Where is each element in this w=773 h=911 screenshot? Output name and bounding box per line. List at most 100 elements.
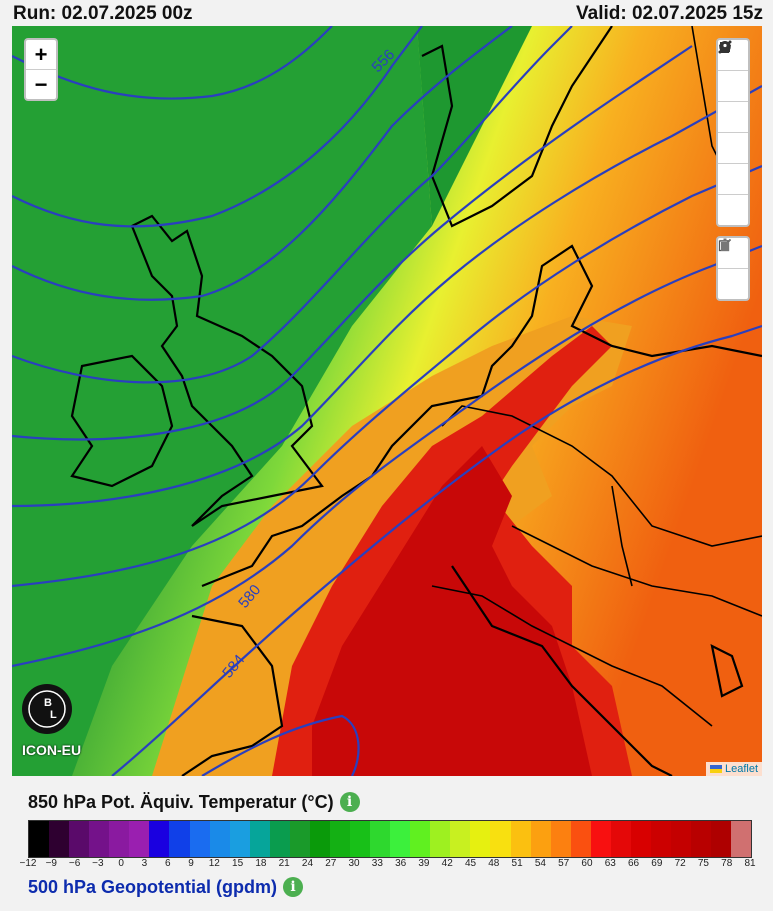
tick-label: 39 [418, 858, 430, 869]
tick-label: 3 [141, 858, 148, 869]
color-scale [28, 820, 752, 858]
svg-text:B: B [44, 697, 52, 709]
tick-label: 12 [208, 858, 220, 869]
circlemarker-icon[interactable] [718, 41, 748, 225]
tick-label: 69 [651, 858, 663, 869]
svg-text:L: L [50, 709, 57, 721]
tick-label: 18 [255, 858, 267, 869]
color-swatch [350, 821, 371, 857]
tick-label: 81 [744, 858, 756, 869]
circle-icon[interactable] [718, 41, 748, 163]
tick-label: 30 [348, 858, 360, 869]
color-swatch [650, 821, 671, 857]
flag-icon [709, 765, 722, 773]
color-swatch [630, 821, 651, 857]
marker-icon[interactable] [718, 41, 748, 194]
valid-time: Valid: 02.07.2025 15z [576, 3, 763, 24]
color-swatch [49, 821, 70, 857]
legend-subtitle: 500 hPa Geopotential (gpdm) i [28, 877, 304, 898]
color-swatch [430, 821, 451, 857]
trash-icon[interactable] [718, 238, 748, 299]
legend-title: 850 hPa Pot. Äquiv. Temperatur (°C) i [28, 792, 360, 813]
tick-label: 42 [441, 858, 453, 869]
rectangle-icon[interactable] [718, 42, 748, 132]
header: Run: 02.07.2025 00z Valid: 02.07.2025 15… [0, 0, 773, 26]
color-swatch [470, 821, 491, 857]
color-swatch [169, 821, 190, 857]
run-time: Run: 02.07.2025 00z [13, 3, 193, 24]
tick-label: 24 [301, 858, 314, 869]
color-swatch [109, 821, 130, 857]
tick-label: 36 [395, 858, 407, 869]
color-swatch [329, 821, 350, 857]
color-swatch [249, 821, 270, 857]
tick-label: −3 [92, 858, 104, 869]
color-scale-ticks: −12 −9 −6 −3 0 3 6 9 12 15 18 21 24 27 30 33 36 39 42 45 48 5… [0, 858, 773, 872]
color-swatch [671, 821, 692, 857]
color-swatch [590, 821, 611, 857]
color-swatch [711, 821, 732, 857]
tick-label: 54 [534, 858, 546, 869]
cool-airmass [12, 26, 432, 776]
color-swatch [410, 821, 431, 857]
color-swatch [69, 821, 90, 857]
tick-label: 72 [674, 858, 686, 869]
color-swatch [610, 821, 631, 857]
tick-label: 75 [697, 858, 709, 869]
tick-label: 60 [581, 858, 593, 869]
info-icon[interactable]: i [339, 792, 360, 812]
color-swatch [390, 821, 411, 857]
draw-toolbar [716, 38, 750, 227]
color-swatch [149, 821, 170, 857]
color-swatch [289, 821, 310, 857]
color-swatch [189, 821, 210, 857]
coastlines [70, 26, 762, 776]
zoom-in-button[interactable]: + [34, 42, 48, 67]
color-swatch [309, 821, 330, 857]
color-swatch [550, 821, 571, 857]
tick-label: 27 [325, 858, 337, 869]
color-swatch [450, 821, 471, 857]
color-swatch [89, 821, 110, 857]
color-swatch [570, 821, 591, 857]
tick-label: 66 [627, 858, 640, 869]
weather-map[interactable]: 556 580 584 + − B L ICON-EU Leaflet [12, 26, 762, 776]
tick-label: −9 [45, 858, 57, 869]
tick-label: −6 [68, 858, 81, 869]
color-swatch [731, 821, 752, 857]
tick-label: 21 [278, 858, 290, 869]
edit-toolbar [716, 236, 750, 301]
color-swatch [209, 821, 230, 857]
tick-label: 45 [464, 858, 477, 869]
color-swatch [691, 821, 712, 857]
info-icon[interactable]: i [283, 877, 304, 897]
geopotential-contours [12, 26, 762, 776]
polygon-icon[interactable] [718, 41, 748, 101]
attribution-link[interactable]: Leaflet [705, 762, 762, 776]
color-swatch [490, 821, 511, 857]
tick-label: 57 [558, 858, 570, 869]
model-logo: B L [22, 684, 72, 734]
tick-label: 6 [164, 858, 171, 869]
zoom-control: + − [24, 38, 58, 101]
hot-core-inner [312, 446, 592, 776]
tick-label: 63 [604, 858, 616, 869]
tick-label: 51 [511, 858, 523, 869]
tick-label: −12 [19, 858, 37, 869]
tick-label: 9 [188, 858, 194, 869]
tick-label: 0 [118, 858, 124, 869]
color-swatch [229, 821, 250, 857]
model-label: ICON-EU [22, 742, 82, 758]
color-swatch [370, 821, 391, 857]
color-swatch [29, 821, 50, 857]
map-canvas: 556 580 584 [12, 26, 762, 776]
tick-label: 33 [371, 858, 383, 869]
color-swatch [129, 821, 150, 857]
color-swatch [530, 821, 551, 857]
zoom-out-button[interactable]: − [26, 69, 56, 99]
color-swatch [269, 821, 290, 857]
tick-label: 78 [721, 858, 733, 869]
color-swatch [510, 821, 531, 857]
tick-label: 15 [232, 858, 244, 869]
tick-label: 48 [488, 858, 500, 869]
